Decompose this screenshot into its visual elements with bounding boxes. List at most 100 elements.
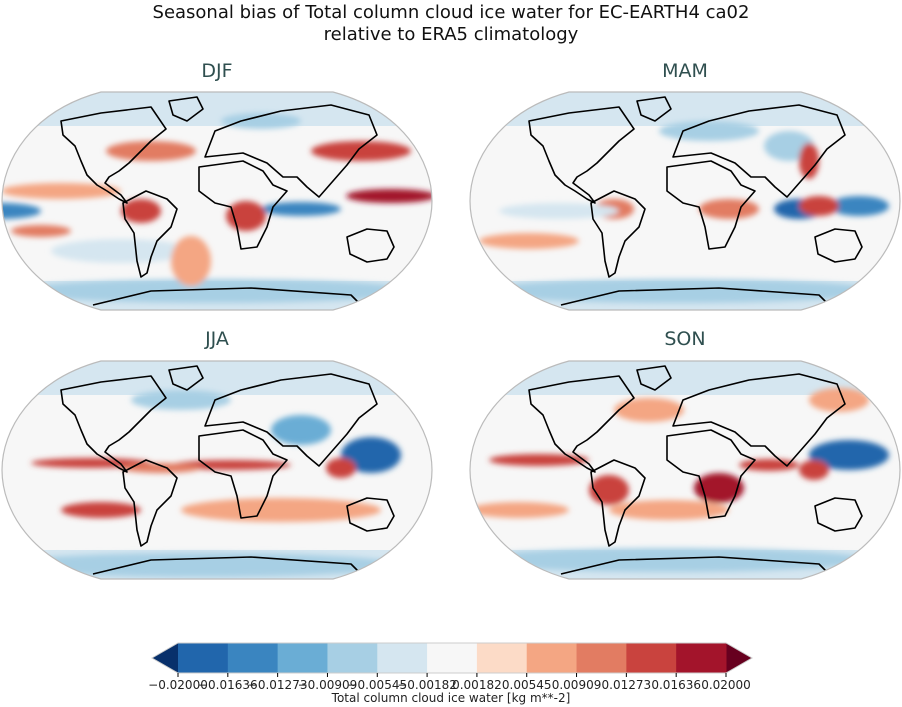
colorbar-tick-label: −0.00182: [397, 678, 457, 692]
coastline-greenland: [168, 96, 204, 122]
colorbar-bin: [327, 643, 378, 673]
bias-region: [470, 502, 569, 518]
bias-region: [16, 279, 416, 303]
coastline-antarctica: [560, 556, 832, 577]
bias-region: [2, 553, 401, 577]
colorbar-bin: [626, 643, 677, 673]
bias-region: [341, 437, 401, 473]
bias-region: [11, 225, 71, 237]
bias-region: [799, 196, 839, 216]
colorbar-bin: [377, 643, 428, 673]
bias-region: [221, 113, 301, 129]
bias-region: [61, 502, 141, 518]
bias-region: [499, 203, 619, 219]
colorbar-bin: [576, 643, 627, 673]
colorbar-bin: [526, 643, 578, 673]
bias-region: [261, 202, 341, 216]
bias-region: [479, 279, 879, 303]
figure-title: Seasonal bias of Total column cloud ice …: [0, 2, 902, 46]
coastline-africa: [198, 429, 288, 519]
colorbar-bin: [476, 643, 528, 673]
coastline-north-america: [528, 106, 635, 204]
coastline-greenland: [168, 365, 204, 391]
colorbar-tick-label: 0.00182: [452, 678, 502, 692]
bias-region: [470, 548, 869, 572]
title-line-1: Seasonal bias of Total column cloud ice …: [152, 2, 750, 23]
colorbar-bin: [427, 643, 478, 673]
colorbar-tick-label: 0.01273: [602, 678, 652, 692]
map-boundary: [1, 91, 433, 311]
coastline-africa: [666, 429, 756, 519]
coastline-antarctica: [92, 556, 364, 577]
map-mam: [469, 91, 901, 311]
bias-region: [614, 398, 684, 422]
bias-region: [171, 236, 211, 286]
map-boundary: [469, 91, 901, 311]
colorbar-tick-label: −0.00909: [298, 678, 358, 692]
coastline-north-america: [60, 106, 167, 204]
map-jja: [1, 360, 433, 580]
bias-region: [121, 463, 201, 473]
bias-region: [829, 196, 889, 216]
colorbar-bin: [676, 643, 727, 673]
coastline-south-america: [122, 190, 178, 278]
coastline-greenland: [636, 365, 672, 391]
colorbar-tick-label: −0.01273: [248, 678, 308, 692]
map-djf: [1, 91, 433, 311]
coastline-eurasia: [204, 104, 378, 198]
colorbar-bin: [277, 643, 328, 673]
bias-region: [271, 415, 331, 445]
colorbar-over-arrow: [726, 643, 752, 673]
coastline-australia: [814, 497, 863, 532]
bias-region: [171, 460, 291, 470]
colorbar-frame: [150, 642, 754, 674]
coastline-greenland: [636, 96, 672, 122]
bias-region: [489, 454, 589, 466]
bias-region: [121, 199, 161, 223]
coastline-south-america: [122, 459, 178, 547]
bias-region: [809, 440, 889, 470]
colorbar-tick-label: 0.01636: [651, 678, 701, 692]
coastline-south-america: [590, 190, 646, 278]
coastline-australia: [814, 228, 863, 263]
colorbar-under-arrow: [152, 643, 178, 673]
panel-title-jja: JJA: [205, 328, 229, 350]
map-son: [469, 360, 901, 580]
bias-region: [799, 460, 829, 480]
coastline-eurasia: [204, 373, 378, 467]
colorbar-label: Total column cloud ice water [kg m**-2]: [331, 691, 571, 705]
colorbar-tick-label: 0.00545: [502, 678, 552, 692]
bias-region: [51, 239, 191, 263]
map-boundary: [1, 360, 433, 580]
bias-region: [609, 500, 729, 520]
map-boundary: [469, 360, 901, 580]
bias-region: [106, 141, 196, 161]
bias-region: [181, 498, 381, 522]
coastline-south-america: [590, 459, 646, 547]
bias-region: [799, 143, 819, 179]
panel-title-son: SON: [664, 328, 706, 350]
coastline-north-america: [528, 375, 635, 473]
coastline-antarctica: [560, 287, 832, 308]
bias-region: [479, 233, 579, 249]
coastline-north-america: [60, 375, 167, 473]
colorbar-tick-label: −0.02000: [148, 678, 208, 692]
bias-region: [31, 458, 151, 468]
colorbar-bin: [227, 643, 279, 673]
title-line-2: relative to ERA5 climatology: [323, 24, 579, 45]
coastline-australia: [346, 228, 395, 263]
bias-region: [311, 141, 411, 161]
coastline-australia: [346, 497, 395, 532]
colorbar-tick-label: 0.02000: [701, 678, 751, 692]
bias-region: [2, 183, 121, 199]
coastline-eurasia: [672, 104, 846, 198]
panel-title-djf: DJF: [201, 60, 233, 82]
bias-region: [699, 199, 759, 219]
bias-region: [226, 201, 266, 231]
bias-region: [346, 189, 432, 203]
coastline-antarctica: [92, 287, 364, 308]
colorbar-tick-label: −0.01636: [198, 678, 258, 692]
bias-region: [2, 203, 41, 219]
bias-region: [326, 458, 356, 478]
coastline-eurasia: [672, 373, 846, 467]
